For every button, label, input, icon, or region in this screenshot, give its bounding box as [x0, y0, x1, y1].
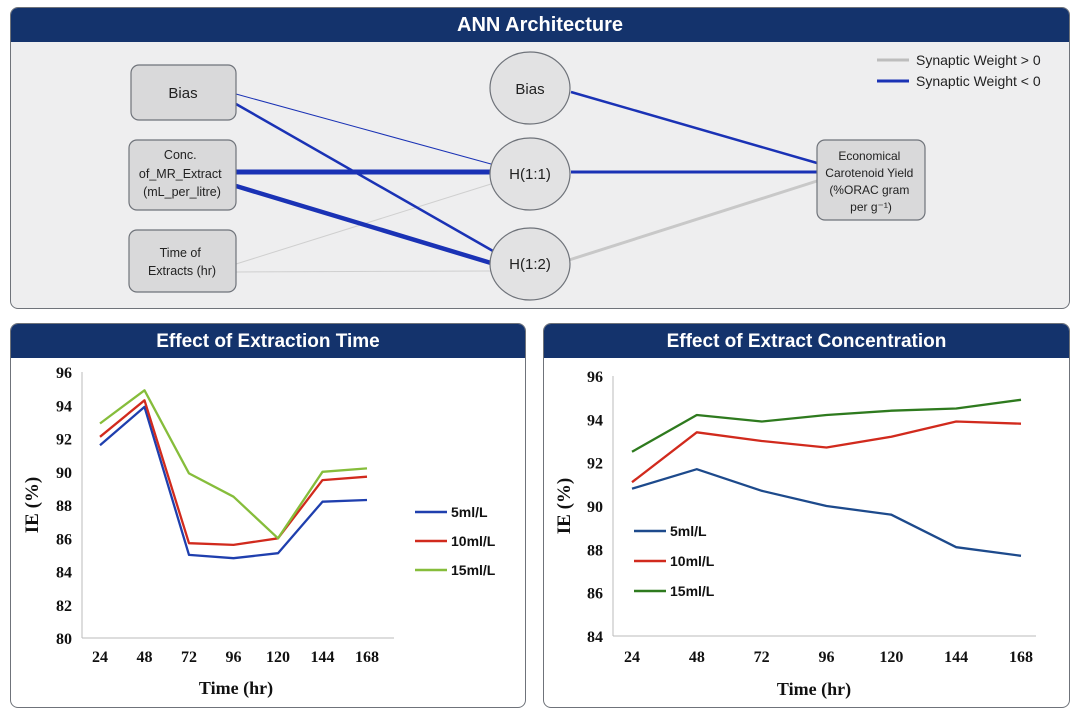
node-text-line: Bias [168, 85, 197, 102]
legend-label: 15ml/L [451, 562, 496, 578]
y-tick-label: 84 [56, 565, 72, 582]
ann-panel-title: ANN Architecture [11, 8, 1069, 42]
ann-connections [235, 90, 818, 273]
series-line [99, 399, 368, 547]
node-conc-input: Conc. of_MR_Extract (mL_per_litre) [128, 139, 237, 211]
x-tick-label: 120 [266, 649, 290, 666]
y-axis-label: IE (%) [22, 477, 43, 533]
x-tick-label: 96 [226, 649, 242, 666]
y-tick-label: 88 [56, 498, 72, 515]
x-tick-label: 72 [181, 649, 197, 666]
x-tick-label: 24 [92, 649, 108, 666]
node-time-input: Time of Extracts (hr) [128, 229, 237, 293]
node-h12-label: H(1:2) [509, 256, 551, 273]
series-line [631, 398, 1022, 453]
y-tick-label: 96 [587, 369, 603, 386]
x-tick-label: 48 [689, 649, 705, 666]
x-tick-label: 144 [311, 649, 335, 666]
node-h11-label: H(1:1) [509, 166, 551, 183]
ann-architecture-panel: ANN Architecture Bias Conc. of [10, 7, 1070, 309]
node-conc-input-label: Conc. of_MR_Extract (mL_per_litre) [139, 148, 225, 199]
y-tick-label: 82 [56, 598, 72, 615]
ann-diagram: Bias Conc. of_MR_Extract (mL_per_litre) … [128, 51, 1041, 301]
node-bias-hidden-label: Bias [515, 81, 544, 98]
legend-label: 5ml/L [451, 504, 488, 520]
y-tick-label: 92 [56, 432, 72, 449]
legend-label: 10ml/L [670, 553, 715, 569]
x-tick-label: 120 [879, 649, 903, 666]
node-text-line: Carotenoid Yield [825, 166, 913, 180]
node-text-line: H(1:2) [509, 256, 551, 273]
extraction-time-panel: Effect of Extraction Time IE (%) Time (h… [10, 323, 526, 708]
x-tick-label: 168 [355, 649, 379, 666]
y-tick-label: 88 [587, 542, 603, 559]
legend-negative-label: Synaptic Weight < 0 [916, 73, 1041, 89]
chart-series [631, 398, 1022, 557]
node-output: Economical Carotenoid Yield (%ORAC gram … [816, 139, 926, 221]
node-text-line: per g⁻¹) [850, 200, 892, 214]
extract-concentration-chart: IE (%) Time (hr) 84 86 88 90 92 94 96 24 48 72 96 1… [554, 369, 1036, 700]
extraction-time-chart: IE (%) Time (hr) 80 82 84 86 88 90 92 94 96 24 48 7… [22, 365, 496, 699]
edge-conc-h12 [235, 183, 492, 266]
x-tick-label: 48 [137, 649, 153, 666]
legend-label: 15ml/L [670, 583, 715, 599]
node-text-line: of_MR_Extract [139, 167, 222, 181]
y-tick-label: 86 [56, 531, 72, 548]
edge-biashidden-output [570, 90, 818, 165]
node-bias-hidden: Bias [489, 51, 571, 125]
ann-legend: Synaptic Weight > 0 Synaptic Weight < 0 [877, 52, 1041, 89]
series-line [631, 468, 1022, 557]
x-tick-label: 168 [1009, 649, 1033, 666]
x-tick-label: 24 [624, 649, 640, 666]
node-text-line: Conc. [164, 148, 197, 162]
chart-legend: 5ml/L 10ml/L 15ml/L [415, 504, 496, 578]
x-tick-label: 144 [944, 649, 968, 666]
node-time-input-label: Time of Extracts (hr) [148, 246, 216, 278]
node-text-line: Time of [160, 246, 202, 260]
x-tick-label: 96 [819, 649, 835, 666]
y-tick-label: 84 [587, 629, 603, 646]
node-text-line: Bias [515, 81, 544, 98]
node-h12: H(1:2) [489, 227, 571, 301]
x-axis-label: Time (hr) [777, 679, 851, 700]
x-tick-label: 72 [754, 649, 770, 666]
y-tick-label: 90 [56, 465, 72, 482]
extract-concentration-panel: Effect of Extract Concentration IE (%) T… [543, 323, 1070, 708]
y-tick-label: 92 [587, 456, 603, 473]
edge-time-h12 [235, 270, 492, 273]
legend-positive-label: Synaptic Weight > 0 [916, 52, 1041, 68]
legend-label: 10ml/L [451, 533, 496, 549]
node-bias-input-label: Bias [168, 85, 197, 102]
edge-bias-h12 [235, 102, 494, 253]
series-line [631, 420, 1022, 484]
node-text-line: (mL_per_litre) [143, 185, 221, 199]
y-tick-label: 94 [587, 412, 603, 429]
y-tick-label: 96 [56, 365, 72, 382]
y-tick-label: 86 [587, 586, 603, 603]
y-tick-label: 80 [56, 631, 72, 648]
edge-bias-h11 [235, 93, 492, 165]
node-output-label: Economical Carotenoid Yield (%ORAC gram … [825, 149, 916, 214]
series-line [99, 389, 368, 540]
y-tick-label: 90 [587, 499, 603, 516]
extraction-time-title: Effect of Extraction Time [11, 324, 525, 358]
extract-concentration-title: Effect of Extract Concentration [544, 324, 1069, 358]
y-tick-label: 94 [56, 398, 72, 415]
chart-axes: 84 86 88 90 92 94 96 24 48 72 96 120 144 168 [587, 369, 1036, 666]
node-text-line: Economical [838, 149, 900, 163]
x-axis-label: Time (hr) [199, 678, 273, 699]
chart-series [99, 389, 368, 560]
chart-axes: 80 82 84 86 88 90 92 94 96 24 48 72 96 120 144 168 [56, 365, 394, 666]
series-line [99, 405, 368, 560]
node-text-line: Extracts (hr) [148, 264, 216, 278]
node-bias-input: Bias [130, 64, 237, 121]
node-text-line: H(1:1) [509, 166, 551, 183]
chart-legend: 5ml/L 10ml/L 15ml/L [634, 523, 715, 599]
edge-h12-output [568, 179, 818, 262]
node-text-line: (%ORAC gram [829, 183, 909, 197]
y-axis-label: IE (%) [554, 478, 575, 534]
node-h11: H(1:1) [489, 137, 571, 211]
legend-label: 5ml/L [670, 523, 707, 539]
